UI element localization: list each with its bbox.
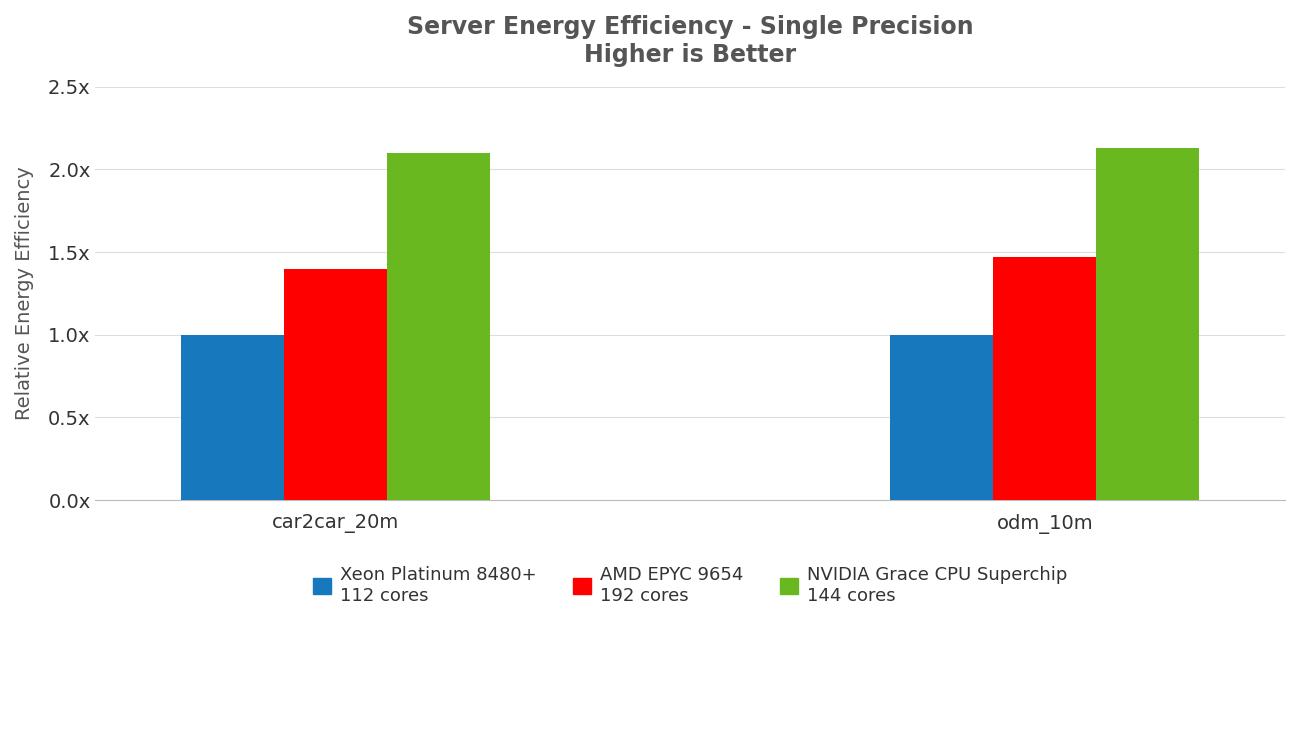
Y-axis label: Relative Energy Efficiency: Relative Energy Efficiency xyxy=(16,166,34,420)
Bar xyxy=(993,257,1096,500)
Bar xyxy=(181,335,285,500)
Legend: Xeon Platinum 8480+
112 cores, AMD EPYC 9654
192 cores, NVIDIA Grace CPU Superch: Xeon Platinum 8480+ 112 cores, AMD EPYC … xyxy=(306,559,1074,612)
Bar xyxy=(387,153,490,500)
Bar xyxy=(285,268,387,500)
Bar xyxy=(891,335,993,500)
Bar xyxy=(1096,148,1199,500)
Title: Server Energy Efficiency - Single Precision
Higher is Better: Server Energy Efficiency - Single Precis… xyxy=(407,15,974,67)
